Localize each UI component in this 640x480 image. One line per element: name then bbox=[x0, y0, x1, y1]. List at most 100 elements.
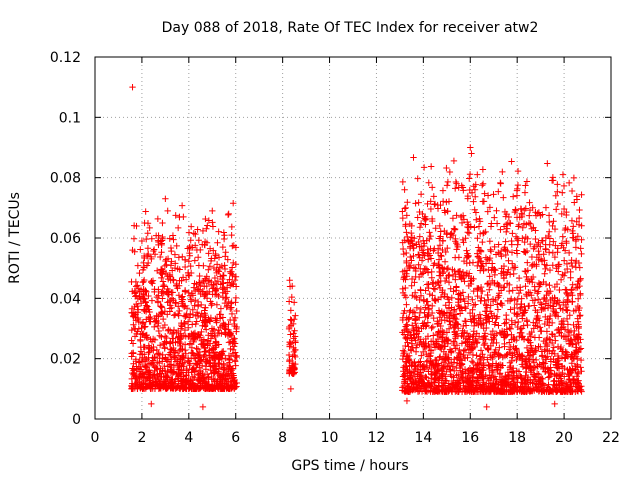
data-point bbox=[481, 388, 489, 396]
data-point bbox=[545, 322, 553, 329]
data-point bbox=[551, 310, 558, 318]
data-point bbox=[226, 276, 233, 283]
data-point bbox=[220, 280, 227, 287]
data-point bbox=[154, 381, 161, 388]
data-point bbox=[185, 258, 193, 265]
data-point bbox=[229, 264, 236, 271]
data-point bbox=[138, 324, 145, 332]
data-point bbox=[285, 298, 293, 305]
data-point bbox=[147, 253, 155, 261]
data-point bbox=[464, 387, 472, 394]
y-axis-label: ROTI / TECUs bbox=[7, 192, 23, 284]
data-point bbox=[130, 371, 137, 378]
data-point bbox=[554, 200, 561, 208]
data-point bbox=[420, 363, 428, 371]
data-point bbox=[546, 266, 554, 274]
data-point bbox=[177, 346, 184, 353]
data-point bbox=[194, 312, 202, 319]
data-point bbox=[402, 222, 409, 230]
data-point bbox=[529, 204, 536, 211]
data-point bbox=[473, 216, 480, 223]
data-point bbox=[469, 306, 476, 313]
data-point bbox=[200, 319, 208, 326]
data-point bbox=[439, 187, 447, 194]
data-point bbox=[473, 379, 480, 386]
data-point bbox=[552, 206, 560, 213]
data-point bbox=[286, 356, 293, 364]
data-point bbox=[203, 282, 210, 290]
data-point bbox=[550, 344, 558, 351]
data-point bbox=[550, 238, 557, 245]
data-point bbox=[461, 346, 469, 354]
data-point bbox=[136, 269, 143, 277]
data-point bbox=[175, 380, 182, 387]
data-point bbox=[522, 268, 530, 275]
data-point bbox=[448, 347, 455, 355]
data-point bbox=[425, 179, 432, 186]
data-point bbox=[537, 328, 544, 335]
data-point bbox=[503, 228, 510, 236]
data-point bbox=[559, 189, 566, 196]
data-point bbox=[289, 364, 296, 371]
data-point bbox=[560, 272, 568, 279]
data-point bbox=[559, 271, 566, 278]
data-point bbox=[505, 257, 512, 264]
data-point bbox=[286, 283, 294, 290]
data-point bbox=[416, 340, 423, 348]
data-point bbox=[451, 185, 459, 192]
data-point bbox=[233, 307, 240, 315]
data-point bbox=[212, 315, 219, 322]
data-point bbox=[525, 337, 533, 344]
data-point bbox=[474, 292, 481, 300]
data-point bbox=[427, 232, 434, 240]
data-point bbox=[569, 262, 576, 270]
data-point bbox=[187, 237, 194, 244]
data-point bbox=[407, 375, 414, 383]
data-point bbox=[495, 362, 502, 369]
data-point bbox=[222, 295, 229, 303]
data-point bbox=[527, 220, 534, 228]
data-point bbox=[173, 329, 180, 336]
data-point bbox=[575, 369, 582, 376]
data-point bbox=[140, 343, 147, 351]
data-point bbox=[464, 253, 472, 260]
data-point bbox=[220, 348, 227, 355]
data-point bbox=[413, 330, 421, 337]
data-point bbox=[431, 379, 438, 386]
data-point bbox=[478, 374, 486, 382]
data-point bbox=[435, 328, 442, 335]
data-point bbox=[158, 289, 165, 297]
data-point bbox=[440, 265, 448, 273]
data-point bbox=[574, 233, 582, 240]
data-point bbox=[482, 260, 490, 267]
data-point bbox=[466, 309, 474, 317]
data-point bbox=[131, 333, 139, 340]
data-point bbox=[206, 352, 213, 359]
data-point bbox=[426, 290, 433, 298]
data-point bbox=[470, 275, 477, 283]
data-point bbox=[213, 383, 220, 390]
data-point bbox=[190, 364, 197, 371]
data-point bbox=[483, 380, 490, 388]
data-point bbox=[575, 214, 583, 222]
data-point bbox=[430, 247, 437, 254]
data-point bbox=[399, 245, 407, 253]
data-point bbox=[561, 247, 569, 254]
data-point bbox=[555, 378, 562, 385]
data-point bbox=[416, 373, 423, 380]
data-point bbox=[526, 357, 533, 365]
data-point bbox=[572, 306, 580, 314]
data-point bbox=[479, 366, 486, 374]
data-point bbox=[166, 340, 174, 347]
data-point bbox=[190, 335, 197, 343]
data-point bbox=[436, 242, 444, 249]
data-point bbox=[448, 230, 455, 237]
data-point bbox=[499, 168, 506, 176]
data-point bbox=[569, 234, 576, 241]
data-point bbox=[420, 242, 428, 250]
data-point bbox=[405, 352, 413, 359]
data-point bbox=[469, 366, 476, 374]
data-point bbox=[406, 220, 414, 228]
data-point bbox=[227, 305, 234, 313]
data-point bbox=[401, 205, 409, 212]
